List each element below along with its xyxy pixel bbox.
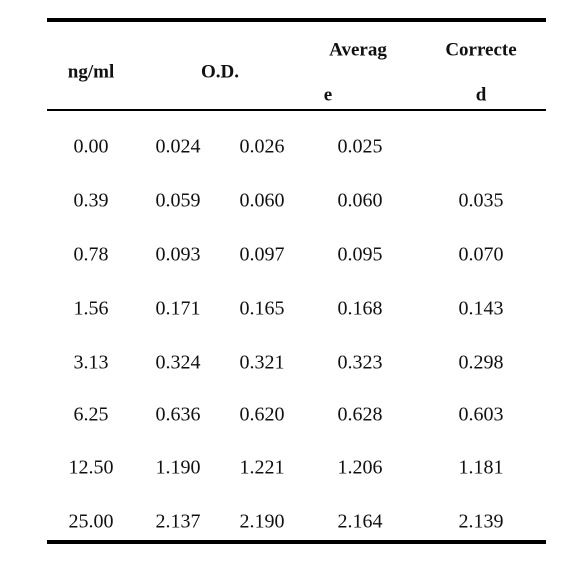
- table-cell: 0.78: [74, 244, 109, 266]
- header-cell: d: [476, 84, 487, 105]
- table-cell: 0.324: [156, 352, 201, 374]
- table-cell: 0.060: [338, 190, 383, 212]
- table-cell: 0.298: [459, 352, 504, 374]
- table-cell: 0.026: [240, 136, 285, 158]
- table-cell: 0.143: [459, 298, 504, 320]
- table-cell: 12.50: [69, 457, 114, 479]
- top-rule: [47, 18, 546, 22]
- bottom-rule: [47, 540, 546, 544]
- table-cell: 0.323: [338, 352, 383, 374]
- table-cell: 0.025: [338, 136, 383, 158]
- table-cell: 1.190: [156, 457, 201, 479]
- table-cell: 1.56: [74, 298, 109, 320]
- table-cell: 0.165: [240, 298, 285, 320]
- table-cell: 0.093: [156, 244, 201, 266]
- table-cell: 2.190: [240, 511, 285, 533]
- table-cell: 0.097: [240, 244, 285, 266]
- table-cell: 2.164: [338, 511, 383, 533]
- table-cell: 0.035: [459, 190, 504, 212]
- table-cell: 0.603: [459, 404, 504, 426]
- header-rule: [47, 109, 546, 111]
- table-body: 0.00 0.024 0.026 0.025 0.39 0.059 0.060 0.060 0.…: [69, 136, 504, 533]
- table-cell: 0.636: [156, 404, 201, 426]
- header-cell: O.D.: [201, 61, 239, 82]
- header-cell: e: [324, 84, 332, 105]
- header-cell: Averag: [329, 39, 387, 60]
- table-cell: 6.25: [74, 404, 109, 426]
- table-cell: 0.39: [74, 190, 109, 212]
- header-cell: ng/ml: [68, 61, 114, 82]
- table-cell: 0.095: [338, 244, 383, 266]
- table-cell: 0.628: [338, 404, 383, 426]
- table-cell: 3.13: [74, 352, 109, 374]
- table-cell: 1.181: [459, 457, 504, 479]
- table-cell: 0.070: [459, 244, 504, 266]
- table-cell: 1.206: [338, 457, 383, 479]
- header-cell: Correcte: [445, 39, 516, 60]
- table-cell: 2.139: [459, 511, 504, 533]
- table-cell: 0.059: [156, 190, 201, 212]
- table-cell: 1.221: [240, 457, 285, 479]
- table-cell: 0.024: [156, 136, 201, 158]
- table-cell: 0.171: [156, 298, 201, 320]
- table-cell: 0.620: [240, 404, 285, 426]
- table-cell: 0.060: [240, 190, 285, 212]
- table-cell: 0.168: [338, 298, 383, 320]
- table-cell: 0.321: [240, 352, 285, 374]
- table-cell: 25.00: [69, 511, 114, 533]
- table-cell: 0.00: [74, 136, 109, 158]
- table-cell: 2.137: [156, 511, 201, 533]
